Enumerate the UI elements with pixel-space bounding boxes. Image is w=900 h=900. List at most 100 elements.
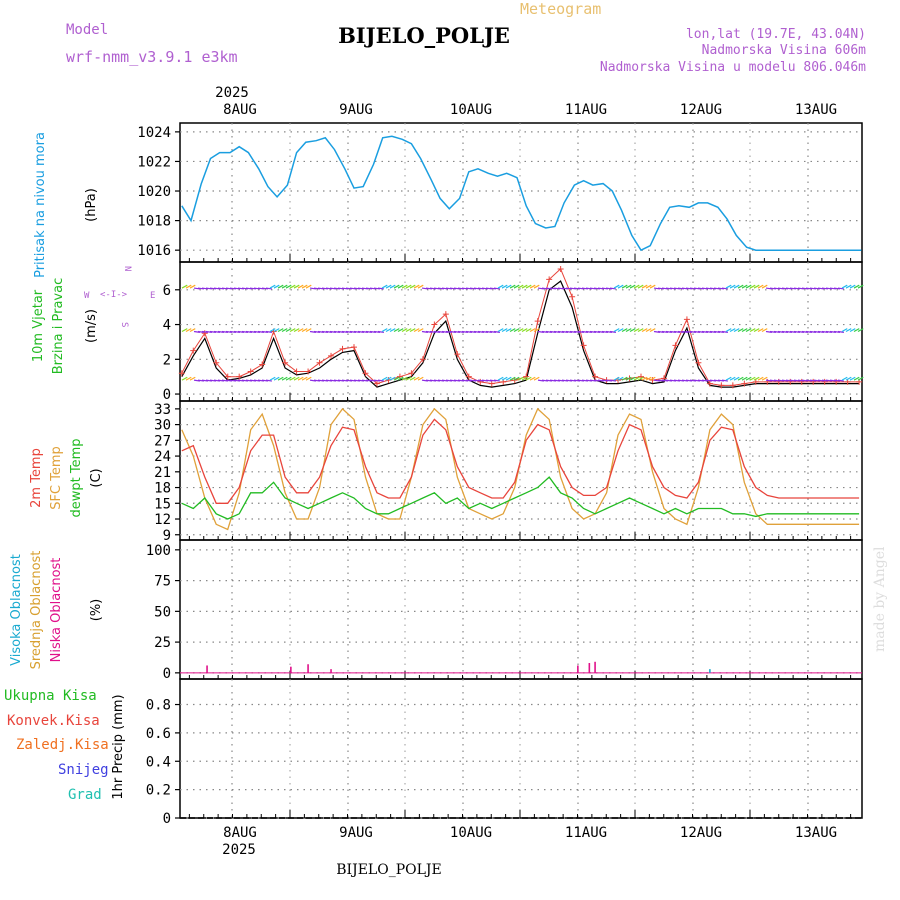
wind-arrow [385, 376, 392, 381]
wind-arrow [609, 330, 617, 333]
wind-arrow [749, 328, 756, 333]
wind-arrow [761, 328, 768, 333]
wind-arrow [401, 328, 408, 333]
wind-arrow [841, 284, 848, 289]
top-day-label: 9AUG [339, 102, 373, 118]
wind-arrow [301, 328, 308, 333]
ytick-label-temperature: 9 [163, 528, 171, 544]
wind-arrow [189, 328, 196, 333]
wind-gust-marker [523, 373, 530, 380]
wind-arrow [853, 328, 860, 333]
wind-arrow [721, 287, 729, 290]
ytick-label-temperature: 21 [154, 465, 171, 481]
wind-gust-marker [236, 373, 243, 380]
precip-axis-label: 1hr Precip (mm) [111, 694, 126, 799]
ytick-label-pressure: 1022 [137, 154, 171, 170]
wind-arrow [513, 376, 520, 381]
wind-gust-marker [190, 347, 197, 354]
wind-arrow [377, 330, 385, 333]
ytick-label-cloud: 50 [154, 604, 171, 620]
wind-arrow [181, 328, 188, 333]
wind-arrow [725, 328, 732, 333]
bottom-year-label: 2025 [222, 842, 256, 858]
wind-arrow [493, 330, 501, 333]
wind-arrow [625, 284, 632, 289]
wind-gust-marker [569, 293, 576, 300]
ytick-label-cloud: 25 [154, 635, 171, 651]
wind-gust-marker [695, 359, 702, 366]
bottom-day-label: 12AUG [680, 825, 722, 841]
wind-arrow [293, 328, 300, 333]
wind-arrow [625, 376, 632, 381]
wind-arrow [609, 287, 617, 290]
wind-arrow [853, 376, 860, 381]
wind-arrow [857, 376, 864, 381]
pressure-line [181, 135, 862, 252]
wind-gust-marker [419, 356, 426, 363]
wind-arrow [513, 328, 520, 333]
wind-arrow [393, 376, 400, 381]
wind-gust-marker [798, 378, 805, 385]
wind-arrow [725, 376, 732, 381]
wind-gust-marker [178, 370, 185, 377]
top-day-label: 8AUG [223, 102, 257, 118]
panels-layer: 1016101810201022102402469121518212427303… [137, 122, 864, 827]
wind-arrow [505, 328, 512, 333]
ytick-label-temperature: 15 [154, 496, 171, 512]
wind-gust-marker [557, 265, 564, 272]
ytick-label-precip: 0 [163, 811, 171, 827]
ytick-label-pressure: 1020 [137, 184, 171, 200]
legend-total-rain: Ukupna Kisa [4, 688, 97, 704]
top-day-label: 12AUG [680, 102, 722, 118]
wind-arrow [637, 284, 644, 289]
altitude-text: Nadmorska Visina 606m [702, 43, 867, 58]
wind-arrow [277, 376, 284, 381]
wind-arrow [837, 287, 845, 290]
wind-arrow [761, 284, 768, 289]
wind-arrow [617, 284, 624, 289]
wind-arrow [853, 284, 860, 289]
wind-arrow [857, 284, 864, 289]
wind-arrow [405, 284, 412, 289]
credit-text: made by Angel [872, 546, 888, 652]
wind-arrow [529, 328, 536, 333]
wind-arrow [521, 376, 528, 381]
wind-arrow [409, 284, 416, 289]
wind-arrow [301, 376, 308, 381]
wind-arrow [385, 328, 392, 333]
top-day-label: 10AUG [450, 102, 492, 118]
compass-w: W [84, 291, 90, 301]
ytick-label-temperature: 30 [154, 418, 171, 434]
wind-arrow [845, 328, 852, 333]
wind-arrow [721, 330, 729, 333]
wind-arrow [741, 376, 748, 381]
wind-arrow [397, 328, 404, 333]
wind-arrow [725, 284, 732, 289]
legend-snow: Snijeg [58, 762, 109, 778]
wind-arrow [837, 330, 845, 333]
wind-arrow [629, 376, 636, 381]
wind-arrow [517, 284, 524, 289]
bottom-day-label: 10AUG [450, 825, 492, 841]
wind-arrow [745, 284, 752, 289]
ytick-label-temperature: 12 [154, 512, 171, 528]
wind-arrow [637, 376, 644, 381]
wind-arrow [629, 328, 636, 333]
wind-arrow [609, 379, 617, 382]
wind-arrow [617, 328, 624, 333]
wind-arrow [409, 328, 416, 333]
bottom-day-label: 11AUG [565, 825, 607, 841]
sfc-temp-axis-label: SFC Temp [49, 446, 64, 510]
wind-compass: W E <-I-> N S [84, 266, 155, 327]
legend-grad: Grad [68, 787, 102, 803]
dewpt-line [181, 476, 860, 520]
wind-arrow [737, 376, 744, 381]
wind-arrow [269, 376, 276, 381]
wind-arrow [273, 328, 280, 333]
wind-arrow [381, 284, 388, 289]
wind-arrow [289, 376, 296, 381]
wind-arrow [649, 284, 656, 289]
wind-arrow [757, 284, 764, 289]
wind-arrow [841, 376, 848, 381]
wind-arrow [281, 284, 288, 289]
